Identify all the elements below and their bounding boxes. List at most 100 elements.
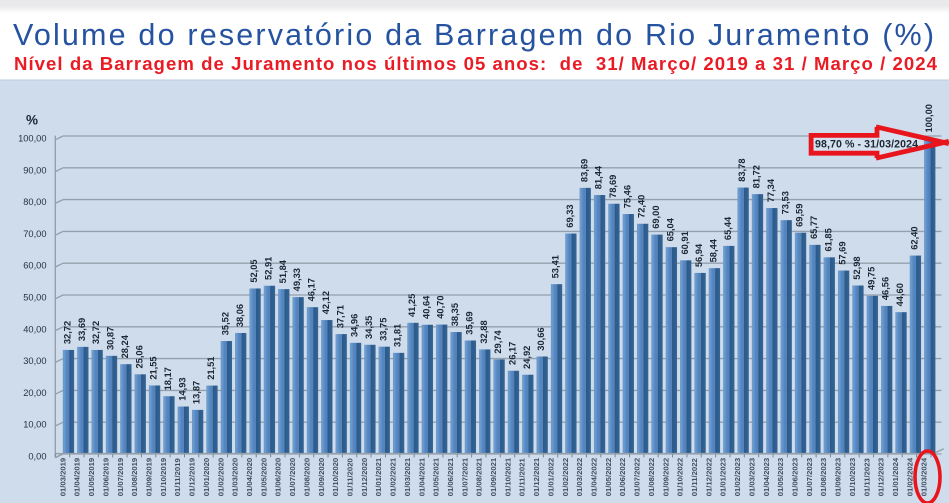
svg-text:28,24: 28,24 [120, 334, 130, 358]
svg-text:0,00: 0,00 [28, 452, 46, 462]
svg-text:77,34: 77,34 [766, 178, 776, 202]
svg-text:01/04/2019: 01/04/2019 [73, 458, 82, 496]
svg-text:01/03/2024: 01/03/2024 [920, 457, 929, 496]
svg-text:30,66: 30,66 [536, 327, 546, 350]
svg-text:98,70 % - 31/03/2024: 98,70 % - 31/03/2024 [815, 139, 918, 151]
svg-text:18,17: 18,17 [163, 367, 173, 390]
svg-text:70,00: 70,00 [23, 229, 46, 239]
svg-text:01/09/2021: 01/09/2021 [489, 457, 498, 496]
svg-text:100,00: 100,00 [924, 104, 934, 132]
svg-text:01/05/2022: 01/05/2022 [604, 458, 613, 496]
svg-text:01/06/2020: 01/06/2020 [274, 458, 283, 496]
svg-text:56,94: 56,94 [694, 243, 704, 267]
svg-text:01/11/2019: 01/11/2019 [173, 458, 182, 496]
svg-text:01/12/2022: 01/12/2022 [704, 458, 713, 496]
svg-text:38,35: 38,35 [450, 303, 460, 326]
svg-text:33,69: 33,69 [77, 318, 87, 341]
svg-text:30,00: 30,00 [23, 356, 46, 366]
svg-text:01/05/2019: 01/05/2019 [87, 458, 96, 496]
svg-text:75,46: 75,46 [622, 185, 632, 208]
svg-text:25,06: 25,06 [134, 345, 144, 368]
svg-text:01/06/2019: 01/06/2019 [101, 458, 110, 496]
svg-text:01/08/2023: 01/08/2023 [819, 458, 828, 496]
svg-text:01/11/2022: 01/11/2022 [690, 458, 699, 496]
svg-text:81,44: 81,44 [594, 165, 604, 189]
svg-text:51,84: 51,84 [278, 259, 288, 283]
svg-text:01/10/2020: 01/10/2020 [331, 458, 340, 496]
svg-text:01/08/2022: 01/08/2022 [647, 458, 656, 496]
svg-text:01/11/2021: 01/11/2021 [518, 458, 527, 497]
svg-text:14,93: 14,93 [177, 377, 187, 400]
svg-text:90,00: 90,00 [23, 165, 46, 175]
svg-text:69,00: 69,00 [651, 206, 661, 229]
svg-text:01/10/2021: 01/10/2021 [503, 457, 512, 496]
svg-text:40,70: 40,70 [436, 296, 446, 319]
svg-text:24,92: 24,92 [522, 346, 532, 369]
svg-text:32,72: 32,72 [91, 321, 101, 344]
svg-text:29,74: 29,74 [493, 330, 503, 354]
svg-text:01/09/2020: 01/09/2020 [317, 458, 326, 496]
svg-text:01/11/2020: 01/11/2020 [345, 458, 354, 496]
svg-text:01/08/2021: 01/08/2021 [475, 457, 484, 496]
svg-text:31,81: 31,81 [393, 324, 403, 347]
svg-text:01/02/2020: 01/02/2020 [216, 458, 225, 496]
svg-text:01/04/2021: 01/04/2021 [417, 457, 426, 496]
svg-text:01/10/2023: 01/10/2023 [848, 458, 857, 496]
svg-text:01/07/2022: 01/07/2022 [633, 458, 642, 496]
svg-text:01/12/2023: 01/12/2023 [877, 458, 886, 496]
svg-text:50,00: 50,00 [23, 293, 46, 303]
svg-text:01/03/2022: 01/03/2022 [575, 458, 584, 496]
svg-text:01/01/2023: 01/01/2023 [719, 458, 728, 496]
svg-text:Volume do reservatório da Barr: Volume do reservatório da Barragem do Ri… [13, 18, 934, 52]
svg-text:62,40: 62,40 [909, 227, 919, 250]
svg-text:34,35: 34,35 [364, 316, 374, 339]
svg-text:65,04: 65,04 [665, 217, 675, 241]
svg-text:01/10/2019: 01/10/2019 [159, 458, 168, 496]
svg-text:13,87: 13,87 [192, 381, 202, 404]
svg-text:52,05: 52,05 [249, 259, 259, 282]
svg-text:01/08/2019: 01/08/2019 [130, 458, 139, 496]
svg-text:01/02/2021: 01/02/2021 [389, 457, 398, 496]
svg-text:44,60: 44,60 [895, 283, 905, 306]
svg-text:01/09/2019: 01/09/2019 [145, 458, 154, 496]
svg-text:01/04/2023: 01/04/2023 [762, 458, 771, 496]
svg-text:01/05/2021: 01/05/2021 [432, 457, 441, 496]
svg-text:73,53: 73,53 [780, 191, 790, 214]
svg-text:01/01/2021: 01/01/2021 [374, 457, 383, 496]
svg-text:58,44: 58,44 [708, 238, 718, 262]
svg-text:20,00: 20,00 [23, 388, 46, 398]
svg-text:01/09/2022: 01/09/2022 [661, 458, 670, 496]
svg-text:Nível da Barragem de Juramento: Nível da Barragem de Juramento nos últim… [14, 53, 938, 74]
svg-text:100,00: 100,00 [18, 134, 46, 144]
svg-text:40,00: 40,00 [23, 324, 46, 334]
svg-text:61,85: 61,85 [823, 228, 833, 251]
svg-text:01/10/2022: 01/10/2022 [676, 458, 685, 496]
svg-text:32,72: 32,72 [63, 321, 73, 344]
svg-text:53,41: 53,41 [551, 255, 561, 278]
svg-text:01/03/2020: 01/03/2020 [231, 458, 240, 496]
svg-text:01/09/2023: 01/09/2023 [834, 458, 843, 496]
svg-text:01/01/2020: 01/01/2020 [202, 458, 211, 496]
svg-text:10,00: 10,00 [23, 420, 46, 430]
svg-text:01/12/2019: 01/12/2019 [188, 458, 197, 496]
svg-text:21,51: 21,51 [206, 357, 216, 380]
svg-text:01/05/2020: 01/05/2020 [259, 458, 268, 496]
svg-text:01/05/2023: 01/05/2023 [776, 458, 785, 496]
svg-text:01/06/2021: 01/06/2021 [446, 457, 455, 496]
svg-text:52,98: 52,98 [852, 256, 862, 279]
svg-text:72,40: 72,40 [637, 195, 647, 218]
svg-text:35,69: 35,69 [464, 311, 474, 334]
svg-text:26,17: 26,17 [508, 342, 518, 365]
svg-text:42,12: 42,12 [321, 291, 331, 314]
svg-text:01/04/2022: 01/04/2022 [590, 458, 599, 496]
svg-text:83,78: 83,78 [737, 159, 747, 182]
svg-text:34,96: 34,96 [350, 314, 360, 337]
svg-text:01/03/2021: 01/03/2021 [403, 457, 412, 496]
svg-text:01/02/2024: 01/02/2024 [905, 457, 914, 496]
svg-text:01/03/2023: 01/03/2023 [747, 458, 756, 496]
svg-text:01/06/2023: 01/06/2023 [790, 458, 799, 496]
svg-text:83,69: 83,69 [579, 159, 589, 182]
svg-text:78,69: 78,69 [608, 175, 618, 198]
svg-text:49,75: 49,75 [866, 267, 876, 290]
svg-text:01/04/2020: 01/04/2020 [245, 458, 254, 496]
